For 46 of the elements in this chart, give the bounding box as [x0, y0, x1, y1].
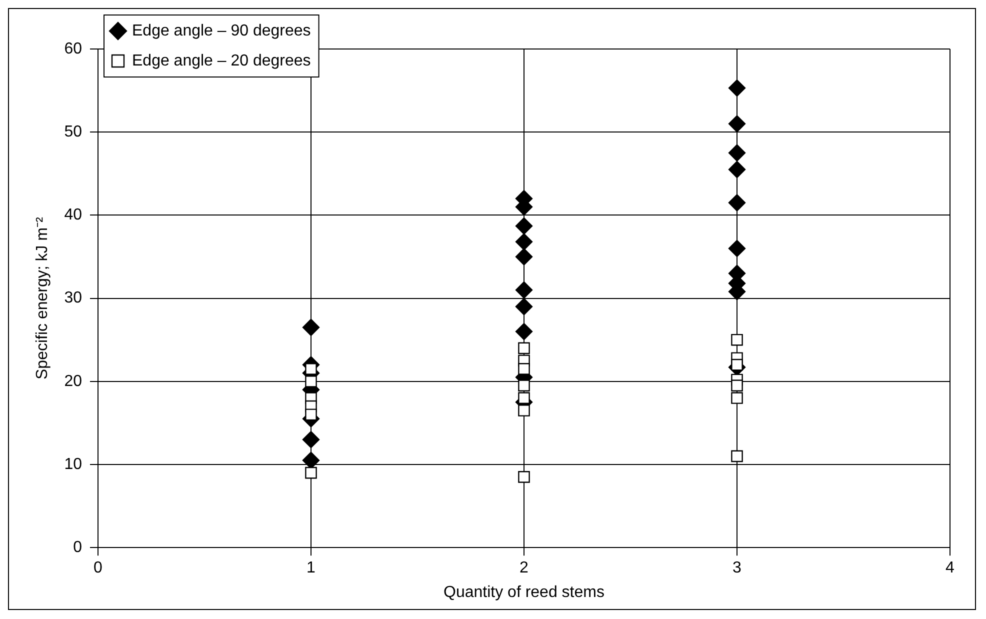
- point: [728, 144, 746, 162]
- legend-label: Edge angle – 90 degrees: [132, 22, 311, 40]
- point: [518, 404, 530, 416]
- y-tick-label: 0: [73, 539, 82, 556]
- x-tick-label: 1: [306, 560, 316, 577]
- point: [728, 240, 746, 258]
- y-tick-label: 30: [64, 290, 82, 307]
- legend-label: Edge angle – 20 degrees: [132, 52, 311, 70]
- point: [731, 334, 743, 346]
- x-tick-label: 4: [946, 560, 955, 577]
- x-tick-label: 0: [94, 560, 103, 577]
- point: [728, 160, 746, 178]
- point: [518, 342, 530, 354]
- point: [515, 233, 533, 250]
- point: [728, 194, 746, 212]
- point: [515, 281, 533, 299]
- x-axis-title: Quantity of reed stems: [444, 584, 604, 601]
- point: [302, 452, 320, 469]
- y-axis-title: Specific energy; kJ m⁻²: [34, 216, 52, 380]
- point: [518, 392, 530, 404]
- x-tick-label: 3: [732, 560, 742, 577]
- y-tick-label: 10: [64, 456, 82, 473]
- point: [728, 115, 746, 132]
- point: [305, 375, 317, 388]
- y-tick-label: 20: [64, 372, 82, 390]
- point: [731, 450, 743, 462]
- point: [728, 79, 746, 97]
- x-tick-label: 2: [520, 560, 529, 577]
- point: [302, 430, 320, 448]
- point: [731, 358, 743, 371]
- point: [302, 318, 320, 336]
- point: [515, 248, 533, 266]
- point: [305, 363, 317, 375]
- point: [731, 380, 743, 392]
- y-tick-label: 40: [64, 206, 82, 224]
- point: [518, 363, 530, 375]
- point: [305, 408, 317, 421]
- point: [515, 298, 533, 316]
- point: [305, 466, 317, 479]
- point: [518, 380, 530, 392]
- y-tick-label: 60: [64, 40, 82, 58]
- point: [515, 217, 533, 235]
- point: [515, 322, 533, 340]
- point: [731, 392, 743, 404]
- y-tick-label: 50: [64, 124, 82, 141]
- point: [518, 471, 530, 483]
